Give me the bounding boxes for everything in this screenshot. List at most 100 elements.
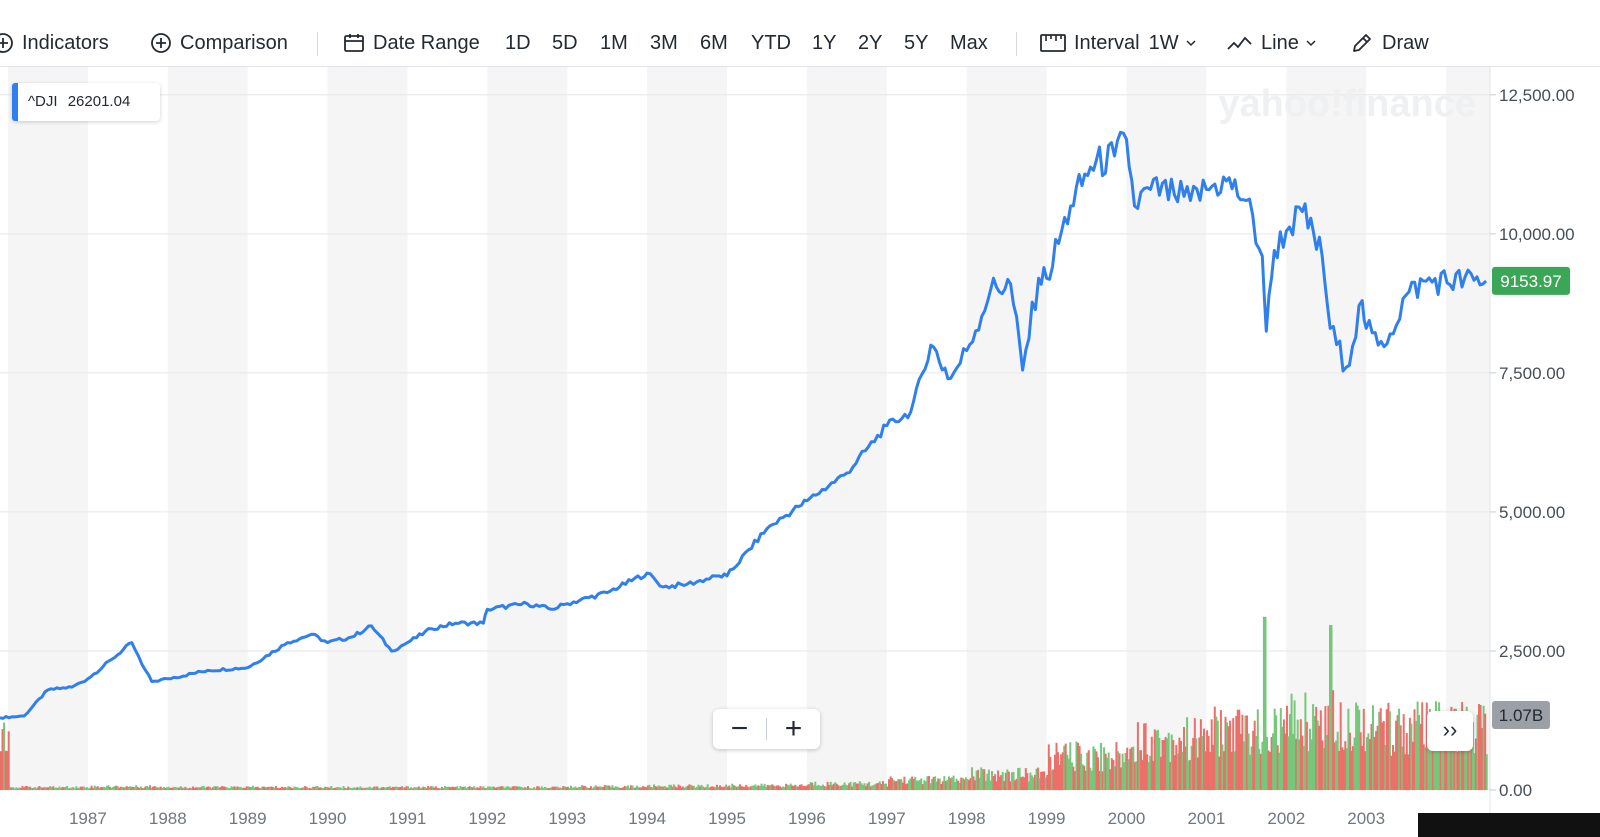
volume-bar [954, 782, 957, 790]
volume-bar [548, 788, 551, 790]
range-6m[interactable]: 6M [700, 32, 728, 54]
volume-bar [619, 788, 622, 790]
volume-bar [1358, 709, 1361, 790]
range-2y[interactable]: 2Y [858, 32, 883, 54]
volume-bar [1441, 745, 1444, 790]
comparison-button[interactable]: Comparison [150, 29, 288, 57]
volume-bar [1046, 775, 1049, 790]
volume-bar [1401, 746, 1404, 790]
range-5y[interactable]: 5Y [904, 32, 929, 54]
year-band-2002 [1286, 67, 1367, 790]
volume-bar [139, 786, 142, 790]
volume-bar [29, 786, 32, 790]
volume-bar [1160, 756, 1162, 790]
volume-bar [550, 787, 552, 790]
volume-bar [843, 782, 846, 790]
range-1y[interactable]: 1Y [812, 32, 837, 54]
volume-bar [35, 788, 38, 790]
volume-bar [1396, 715, 1399, 790]
x-tick-label: 1999 [1028, 809, 1066, 828]
volume-bar [792, 785, 795, 790]
volume-bar [1390, 755, 1393, 790]
volume-bar [436, 788, 439, 790]
volume-bar [1474, 738, 1477, 790]
volume-bar [739, 784, 741, 790]
volume-bar [20, 788, 22, 790]
volume-bar [1198, 737, 1201, 790]
volume-bar [1266, 736, 1268, 790]
volume-bar [225, 787, 228, 790]
volume-bar [1230, 751, 1233, 790]
volume-bar [1011, 772, 1013, 790]
volume-bar [743, 786, 746, 790]
volume-bar [712, 786, 715, 790]
price-chart[interactable]: yahoo!finance 0.00 2,500.00 5,000.00 7,500.… [0, 67, 1600, 837]
volume-bar [1080, 753, 1083, 790]
indicators-button[interactable]: Indicators [0, 29, 109, 57]
scroll-forward-button[interactable]: ›› [1427, 711, 1473, 751]
volume-bar [1249, 754, 1252, 790]
volume-bar [224, 786, 227, 790]
chart-type-button[interactable]: Line [1227, 29, 1325, 57]
volume-bar [496, 787, 499, 790]
volume-bar [1256, 709, 1259, 790]
volume-bar [517, 786, 520, 790]
volume-bar [459, 786, 462, 790]
volume-bar [1236, 709, 1239, 790]
volume-bar [1442, 722, 1445, 790]
date-range-button[interactable]: Date Range [343, 29, 480, 57]
volume-bar [1261, 741, 1264, 790]
volume-bar [1021, 776, 1024, 790]
volume-bar [238, 787, 241, 790]
draw-button[interactable]: Draw [1350, 29, 1429, 57]
volume-bar [222, 786, 225, 790]
volume-bar [875, 783, 878, 790]
range-1m[interactable]: 1M [600, 32, 628, 54]
volume-bar [319, 787, 322, 790]
volume-bar [69, 788, 72, 790]
volume-bar [1479, 705, 1482, 790]
volume-bar [686, 785, 689, 790]
volume-bar [726, 786, 729, 790]
volume-bar [417, 786, 420, 790]
volume-bar [937, 778, 940, 790]
volume-bar [1402, 714, 1405, 790]
volume-bar [957, 780, 960, 790]
volume-bar [1470, 714, 1473, 790]
volume-bar [831, 785, 834, 790]
volume-bar [3, 722, 6, 790]
volume-bar [820, 785, 823, 790]
volume-bar [299, 788, 302, 790]
volume-bar [797, 786, 800, 790]
range-5d[interactable]: 5D [552, 32, 578, 54]
price-line[interactable] [0, 130, 1488, 720]
volume-bar [1150, 736, 1153, 790]
volume-bar [815, 785, 818, 790]
range-1d[interactable]: 1D [505, 32, 531, 54]
volume-bar [987, 769, 990, 790]
volume-bar [1058, 764, 1061, 790]
volume-bar [513, 786, 516, 790]
volume-bar [1180, 741, 1182, 790]
volume-bar [1199, 719, 1202, 790]
volume-bar [93, 785, 96, 790]
zoom-in-button[interactable]: + [784, 712, 803, 745]
zoom-out-button[interactable]: − [730, 712, 749, 745]
volume-bar [101, 787, 104, 790]
range-3m[interactable]: 3M [650, 32, 678, 54]
volume-bar [949, 778, 952, 790]
volume-bar [543, 786, 546, 790]
volume-bar [1087, 750, 1090, 790]
volume-bar [823, 786, 826, 790]
volume-bar [1250, 746, 1253, 790]
interval-button[interactable]: Interval 1W [1040, 29, 1205, 57]
volume-bar [602, 787, 605, 790]
series-legend[interactable]: ^DJI 26201.04 [12, 83, 160, 121]
range-ytd[interactable]: YTD [751, 32, 791, 54]
volume-bar [404, 787, 407, 790]
range-max[interactable]: Max [950, 32, 988, 54]
volume-bar [1275, 715, 1278, 790]
volume-bar [288, 786, 291, 790]
volume-bar [462, 786, 465, 790]
volume-bar [1070, 762, 1073, 790]
